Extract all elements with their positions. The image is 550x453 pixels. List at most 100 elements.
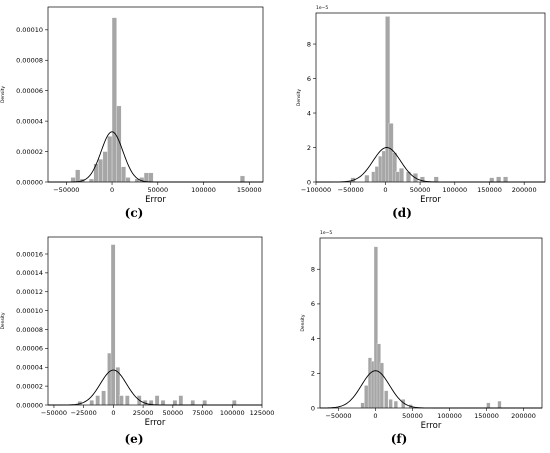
y-tick-label-d-0: 0 bbox=[307, 178, 311, 186]
x-tick-label-c-4: 150000 bbox=[237, 186, 262, 194]
histogram-bar-e-15 bbox=[178, 395, 184, 406]
histogram-bar-d-16 bbox=[496, 176, 502, 183]
x-tick-label-f-4: 150000 bbox=[474, 412, 499, 420]
x-axis-title-d: Error bbox=[420, 195, 441, 205]
histogram-bar-c-6 bbox=[102, 151, 108, 183]
x-tick-label-c-0: −50000 bbox=[53, 186, 79, 194]
histogram-bar-c-8 bbox=[111, 17, 117, 183]
y-tick-label-c-5: 0.00010 bbox=[16, 26, 43, 34]
x-tick-label-d-0: −100000 bbox=[301, 186, 331, 194]
y-tick-label-c-2: 0.00004 bbox=[16, 117, 43, 125]
y-tick-label-d-3: 6 bbox=[307, 75, 311, 83]
y-tick-label-e-1: 0.00002 bbox=[16, 382, 43, 390]
histogram-bar-c-16 bbox=[239, 175, 245, 183]
kde-curve-c bbox=[48, 131, 263, 183]
x-axis-title-c: Error bbox=[145, 195, 166, 205]
y-tick-label-c-4: 0.00008 bbox=[16, 57, 43, 65]
x-tick-label-f-5: 200000 bbox=[511, 412, 536, 420]
x-tick-label-f-3: 100000 bbox=[437, 412, 462, 420]
y-tick-label-f-4: 8 bbox=[311, 266, 315, 274]
plot-frame-d bbox=[315, 12, 546, 183]
y-tick-label-e-7: 0.00014 bbox=[16, 269, 43, 277]
histogram-bar-c-11 bbox=[125, 177, 131, 183]
histogram-bar-f-0 bbox=[360, 402, 365, 409]
caption-c: (c) bbox=[124, 206, 144, 220]
histogram-bar-f-7 bbox=[384, 390, 389, 409]
histogram-bar-c-3 bbox=[89, 178, 94, 183]
chart-e-svg: −50000 −25000 0 25000 50000 75000 100000 125000… bbox=[0, 236, 275, 428]
chart-panel-f: −50000 0 50000 100000 150000 200000 0 2 4 6 8 Error… bbox=[275, 225, 550, 431]
y-tick-label-f-1: 2 bbox=[311, 370, 315, 378]
histogram-bar-f-6 bbox=[379, 362, 384, 409]
histogram-bar-d-10 bbox=[399, 168, 404, 183]
histogram-bar-e-1 bbox=[89, 400, 94, 406]
histogram-bar-e-2 bbox=[95, 395, 100, 406]
caption-e: (e) bbox=[124, 432, 144, 446]
x-tick-label-c-1: 0 bbox=[110, 186, 114, 194]
y-tick-label-e-5: 0.00010 bbox=[16, 307, 43, 315]
histogram-bar-f-1 bbox=[364, 385, 369, 409]
x-tick-label-e-7: 125000 bbox=[250, 409, 275, 417]
plot-frame-f bbox=[319, 237, 543, 409]
histogram-bar-c-14 bbox=[143, 172, 149, 183]
y-axis-title-e: Density bbox=[0, 312, 6, 329]
y-tick-label-d-1: 2 bbox=[307, 144, 311, 152]
y-tick-label-c-3: 0.00006 bbox=[16, 87, 43, 95]
histogram-bar-e-8 bbox=[125, 395, 130, 406]
y-tick-label-f-2: 4 bbox=[311, 335, 315, 343]
y-tick-label-d-4: 8 bbox=[307, 40, 311, 48]
y-tick-label-d-2: 4 bbox=[307, 109, 311, 117]
y-tick-label-c-1: 0.00002 bbox=[16, 148, 43, 156]
y-tick-label-e-2: 0.00004 bbox=[16, 364, 43, 372]
histogram-bar-e-13 bbox=[160, 400, 166, 406]
x-tick-label-d-5: 150000 bbox=[477, 186, 502, 194]
caption-f: (f) bbox=[390, 432, 408, 446]
y-tick-label-f-0: 0 bbox=[311, 404, 315, 412]
histogram-bar-d-17 bbox=[503, 176, 509, 183]
chart-panel-e: −50000 −25000 0 25000 50000 75000 100000 125000… bbox=[0, 225, 275, 428]
x-tick-label-f-0: −50000 bbox=[325, 412, 351, 420]
x-axis-title-e: Error bbox=[145, 418, 166, 428]
plot-frame-e bbox=[47, 236, 263, 406]
histogram-bar-e-12 bbox=[154, 395, 160, 406]
histogram-bar-c-4 bbox=[93, 163, 99, 183]
y-axis-title-c: Density bbox=[0, 86, 6, 103]
offset-text-f: 1e−5 bbox=[320, 230, 332, 236]
x-tick-label-d-1: −50000 bbox=[338, 186, 364, 194]
histogram-bar-e-16 bbox=[190, 400, 195, 406]
x-tick-label-e-4: 50000 bbox=[162, 409, 183, 417]
x-tick-label-e-0: −50000 bbox=[41, 409, 67, 417]
histogram-bar-c-15 bbox=[148, 172, 154, 183]
chart-c-svg: −50000 0 50000 100000 150000 0.00000 0.00002 0.… bbox=[0, 6, 264, 205]
x-tick-label-f-1: 0 bbox=[373, 412, 377, 420]
chart-d-svg: −100000 −50000 0 50000 100000 150000 200000 0 2 4… bbox=[296, 5, 546, 205]
x-tick-label-d-2: 0 bbox=[383, 186, 387, 194]
histogram-bar-c-10 bbox=[121, 166, 126, 183]
histogram-bar-e-18 bbox=[232, 400, 237, 406]
kde-curve-d bbox=[316, 147, 545, 183]
y-tick-label-e-6: 0.00012 bbox=[16, 288, 43, 296]
histogram-bar-e-17 bbox=[202, 400, 207, 406]
x-tick-label-e-1: −25000 bbox=[71, 409, 97, 417]
histogram-bar-f-8 bbox=[388, 399, 393, 409]
histogram-bar-c-1 bbox=[75, 169, 81, 183]
histogram-bar-f-12 bbox=[486, 402, 491, 409]
chart-panel-c: −50000 0 50000 100000 150000 0.00000 0.00002 0.… bbox=[0, 0, 275, 205]
histogram-bar-c-0 bbox=[70, 177, 76, 183]
histogram-bar-e-3 bbox=[101, 390, 106, 406]
histogram-bar-f-13 bbox=[497, 400, 502, 409]
plot-frame-c bbox=[47, 6, 264, 183]
x-tick-label-e-5: 75000 bbox=[192, 409, 213, 417]
y-tick-label-f-3: 6 bbox=[311, 300, 315, 308]
x-tick-label-f-2: 50000 bbox=[402, 412, 423, 420]
y-axis-title-f: Density bbox=[300, 314, 306, 331]
histogram-bar-d-15 bbox=[489, 177, 495, 183]
caption-d: (d) bbox=[392, 206, 412, 220]
y-tick-label-e-3: 0.00006 bbox=[16, 345, 43, 353]
x-tick-label-d-3: 50000 bbox=[410, 186, 431, 194]
kde-curve-f bbox=[320, 370, 542, 409]
x-tick-label-c-3: 100000 bbox=[191, 186, 216, 194]
offset-text-d: 1e−5 bbox=[316, 5, 328, 11]
chart-panel-d: −100000 −50000 0 50000 100000 150000 200000 0 2 4… bbox=[275, 0, 550, 205]
